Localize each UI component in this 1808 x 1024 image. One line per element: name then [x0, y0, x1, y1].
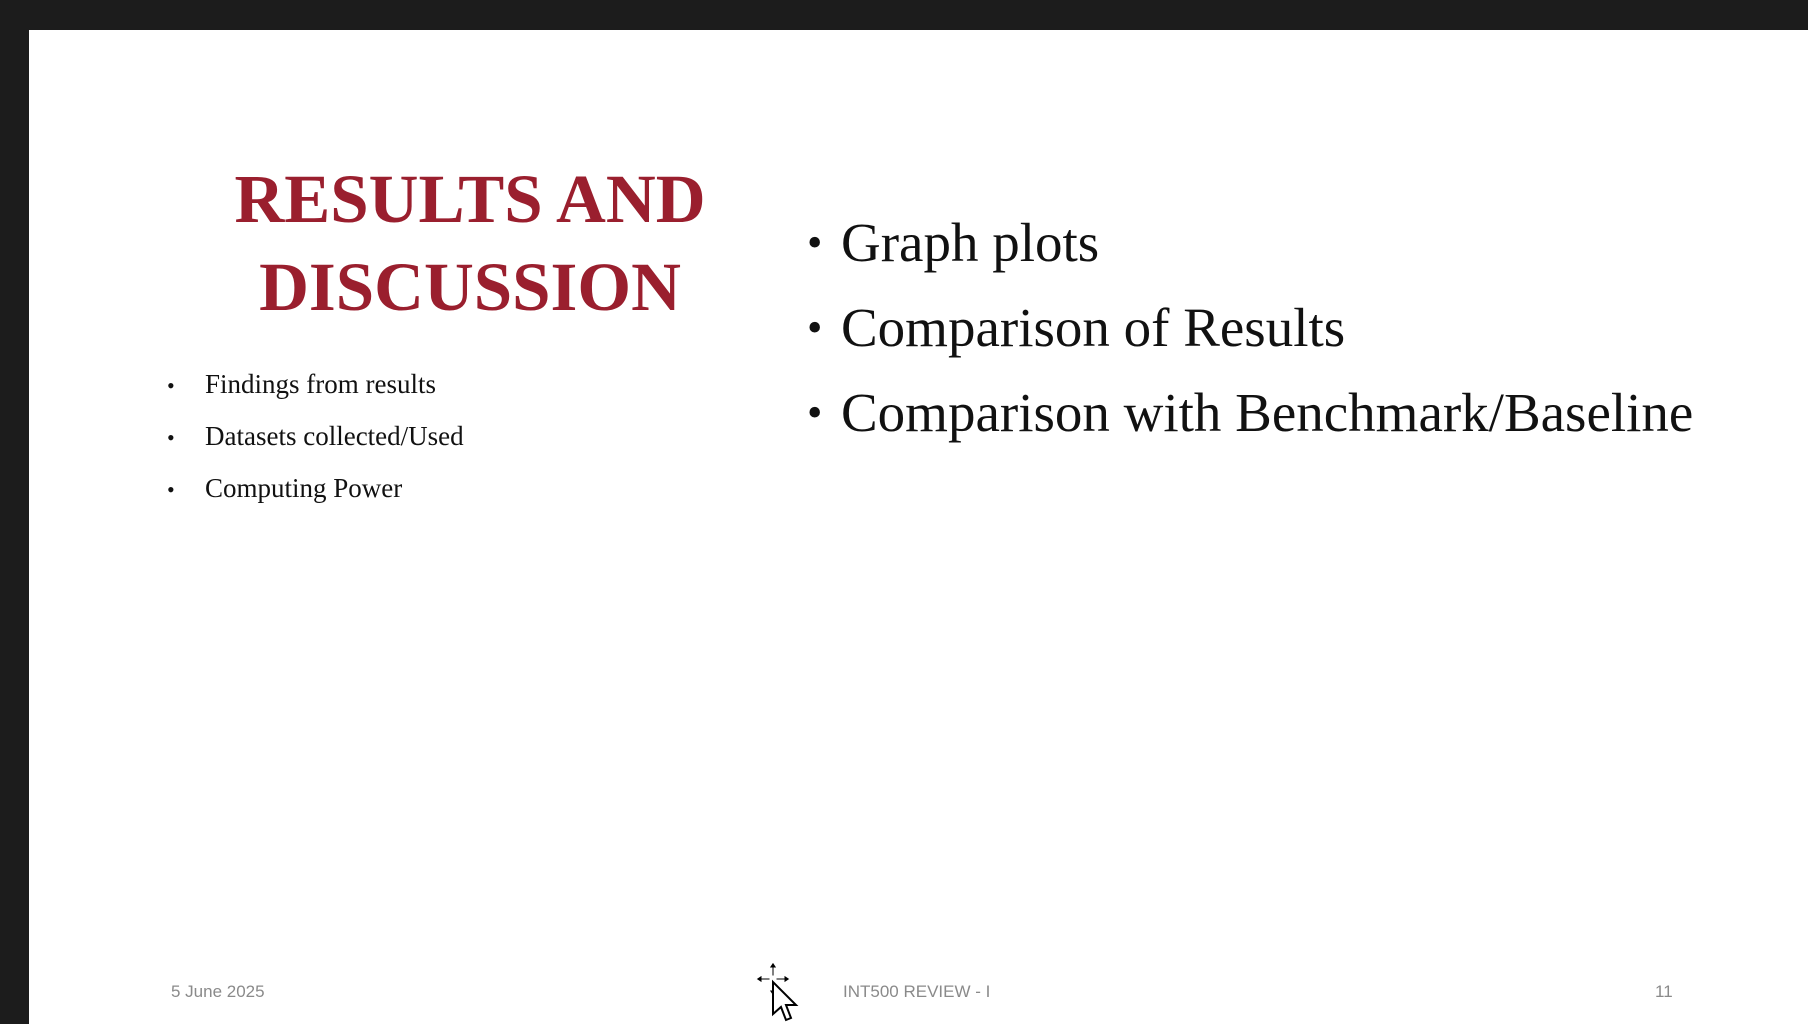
- slide-title: RESULTS AND DISCUSSION: [189, 155, 751, 331]
- right-bullet-text: Comparison of Results: [841, 297, 1346, 358]
- left-bullet-item: • Findings from results: [167, 358, 464, 410]
- right-bullet-text: Comparison with Benchmark/Baseline: [841, 382, 1694, 443]
- footer-title: INT500 REVIEW - I: [843, 982, 991, 1001]
- left-bullet-item: • Computing Power: [167, 462, 464, 514]
- left-bullet-text: Datasets collected/Used: [205, 421, 464, 451]
- bullet-icon: •: [167, 373, 175, 398]
- left-bullet-text: Findings from results: [205, 369, 437, 399]
- footer-date: 5 June 2025: [171, 982, 265, 1001]
- right-bullet-item: • Comparison of Results: [807, 285, 1693, 370]
- slide-title-line-1: RESULTS AND: [234, 161, 706, 237]
- bullet-icon: •: [167, 477, 175, 502]
- right-bullet-list: • Graph plots • Comparison of Results • Com…: [807, 200, 1693, 455]
- move-cursor-icon: [755, 962, 799, 1022]
- slide-number: 11: [1655, 982, 1673, 1001]
- bullet-icon: •: [807, 218, 823, 267]
- bullet-icon: •: [807, 303, 823, 352]
- right-bullet-item: • Graph plots: [807, 200, 1693, 285]
- left-bullet-item: • Datasets collected/Used: [167, 410, 464, 462]
- slide[interactable]: RESULTS AND DISCUSSION • Findings from re…: [29, 30, 1808, 1024]
- right-bullet-item: • Comparison with Benchmark/Baseline: [807, 370, 1693, 455]
- bullet-icon: •: [807, 388, 823, 437]
- slide-title-line-2: DISCUSSION: [259, 249, 681, 325]
- left-bullet-list: • Findings from results • Datasets collect…: [167, 358, 464, 514]
- right-bullet-text: Graph plots: [841, 212, 1100, 273]
- left-bullet-text: Computing Power: [205, 473, 403, 503]
- bullet-icon: •: [167, 425, 175, 450]
